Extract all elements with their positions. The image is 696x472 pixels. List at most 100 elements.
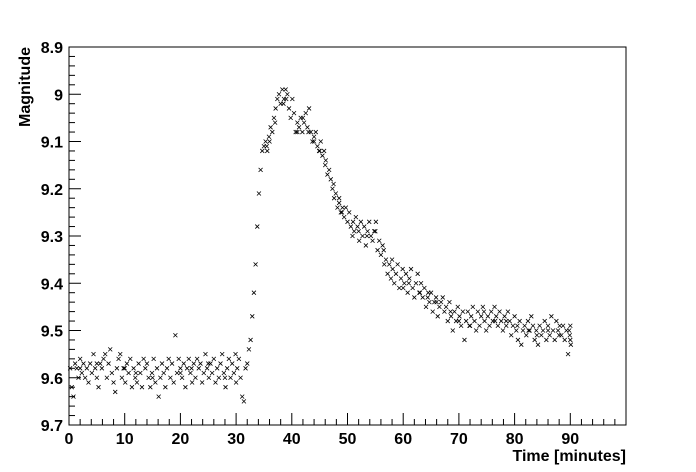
data-point	[219, 351, 225, 357]
x-tick-label: 0	[65, 431, 74, 448]
data-point	[550, 328, 556, 333]
data-point	[529, 314, 534, 319]
data-point	[406, 280, 412, 286]
data-point	[448, 314, 454, 319]
data-point	[246, 347, 252, 352]
data-point	[470, 304, 476, 310]
data-point	[286, 106, 292, 111]
data-point	[407, 276, 412, 281]
data-point	[174, 370, 180, 376]
data-point	[273, 106, 278, 111]
data-point	[178, 366, 183, 371]
data-point	[114, 366, 120, 371]
data-point	[562, 337, 568, 343]
x-tick-label: 50	[339, 431, 357, 448]
data-point	[104, 375, 110, 381]
y-axis-title: Magnitude	[17, 47, 34, 127]
data-point	[127, 356, 133, 362]
data-point	[149, 370, 155, 376]
data-point	[539, 332, 544, 338]
data-point	[133, 370, 139, 376]
data-point	[460, 309, 466, 314]
data-point	[483, 328, 489, 333]
data-point	[512, 314, 517, 319]
data-point	[549, 314, 554, 319]
data-point	[480, 304, 486, 310]
data-point	[482, 318, 487, 324]
data-point	[492, 304, 497, 310]
data-point	[249, 314, 255, 319]
data-point	[308, 129, 314, 135]
data-point	[318, 139, 324, 144]
data-point	[434, 299, 439, 305]
y-tick-label: 9.5	[41, 324, 63, 341]
data-point	[67, 366, 73, 371]
data-point	[121, 366, 126, 371]
data-point	[445, 318, 451, 324]
data-point	[144, 361, 150, 366]
y-tick-label: 9.1	[41, 135, 63, 152]
data-point	[166, 356, 171, 362]
data-point	[368, 233, 374, 239]
data-point	[559, 332, 564, 338]
data-point	[265, 148, 270, 154]
data-point	[306, 129, 311, 135]
data-point	[373, 219, 379, 225]
data-point	[239, 394, 245, 399]
data-point	[412, 295, 417, 300]
data-point	[427, 299, 432, 305]
data-point	[112, 389, 118, 395]
axis-ticks	[68, 46, 627, 426]
data-point	[295, 120, 300, 125]
data-point	[485, 314, 491, 319]
data-point	[311, 139, 317, 144]
data-point	[417, 290, 423, 295]
data-point	[492, 318, 498, 324]
data-point	[94, 375, 100, 381]
data-point	[420, 295, 425, 300]
data-point	[458, 323, 464, 329]
data-point	[146, 375, 151, 381]
data-point	[303, 110, 309, 116]
data-point	[433, 295, 439, 300]
data-point	[422, 285, 427, 291]
data-point	[72, 361, 78, 366]
data-point	[493, 314, 499, 319]
data-point	[131, 366, 136, 371]
data-point	[124, 361, 130, 366]
data-point	[281, 96, 287, 102]
data-point	[457, 314, 462, 319]
data-point	[163, 384, 168, 390]
data-point	[181, 361, 187, 366]
data-point	[462, 337, 467, 343]
data-points	[67, 87, 574, 404]
data-point	[356, 228, 361, 234]
data-point	[119, 375, 125, 381]
data-point	[556, 332, 562, 338]
data-point	[437, 304, 442, 310]
data-point	[336, 200, 342, 206]
data-point	[99, 366, 105, 371]
data-point	[508, 332, 514, 338]
data-point	[450, 328, 456, 333]
data-point	[340, 205, 345, 210]
data-point	[500, 328, 506, 333]
data-point	[333, 191, 339, 196]
data-point	[291, 110, 297, 116]
data-point	[84, 366, 90, 371]
x-tick-label: 80	[506, 431, 524, 448]
data-point	[109, 370, 115, 376]
data-point	[141, 356, 146, 362]
data-point	[410, 285, 415, 291]
data-point	[345, 219, 350, 225]
data-point	[355, 224, 360, 229]
data-point	[275, 96, 280, 102]
data-point	[92, 366, 98, 371]
data-point	[395, 262, 400, 267]
data-point	[293, 129, 298, 135]
data-point	[360, 233, 365, 239]
x-axis-title: Time [minutes]	[513, 448, 627, 465]
data-point	[400, 266, 405, 272]
data-point	[216, 375, 222, 381]
